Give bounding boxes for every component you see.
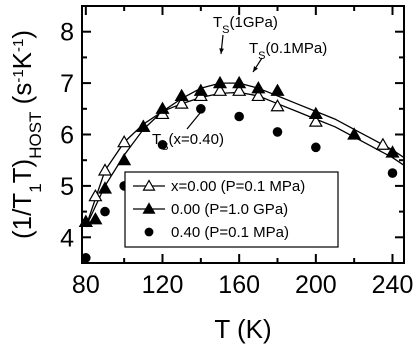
annotation-label: TS(0.1MPa) — [249, 40, 327, 62]
legend-marker — [142, 179, 156, 191]
y-tick-label: 7 — [60, 70, 74, 98]
legend-entry-label: 0.00 (P=1.0 GPa) — [171, 201, 288, 218]
data-point-series-3 — [272, 127, 283, 137]
y-tick-label: 4 — [60, 224, 74, 252]
x-tick-label: 160 — [218, 271, 260, 299]
data-point-series-2 — [193, 83, 208, 96]
arrow-head — [253, 66, 258, 72]
x-axis-label: T (K) — [214, 314, 271, 344]
data-point-series-2 — [97, 181, 113, 194]
y-tick-label: 6 — [60, 122, 74, 150]
data-point-series-2 — [88, 212, 103, 225]
data-point-series-1 — [308, 114, 323, 127]
legend-marker — [144, 227, 154, 237]
data-point-series-2 — [270, 83, 285, 96]
annotation-label: TS(x=0.40) — [152, 131, 224, 153]
data-point-series-3 — [311, 142, 321, 153]
data-point-series-3 — [100, 206, 110, 217]
data-point-series-2 — [347, 127, 362, 140]
data-point-series-2 — [385, 145, 400, 158]
legend-entry-label: 0.40 (P=0.1 MPa) — [171, 224, 289, 241]
y-tick-label: 5 — [60, 173, 74, 201]
y-tick-label: 8 — [60, 19, 74, 47]
arrow-head — [199, 107, 205, 113]
data-point-series-1 — [212, 83, 228, 96]
data-point-series-1 — [174, 96, 189, 109]
data-point-series-1 — [117, 135, 132, 148]
data-point-series-1 — [251, 88, 266, 102]
data-point-series-1 — [375, 137, 390, 150]
data-point-series-1 — [270, 99, 285, 112]
data-point-series-1 — [88, 188, 103, 202]
data-point-series-1 — [232, 83, 247, 96]
data-point-series-1 — [97, 163, 113, 176]
x-tick-label: 80 — [72, 271, 100, 299]
legend-entry-label: x=0.00 (P=0.1 MPa) — [171, 178, 305, 195]
data-point-series-2 — [174, 88, 189, 102]
arrow-head — [219, 48, 224, 54]
x-tick-label: 120 — [142, 271, 184, 299]
data-point-series-2 — [155, 101, 170, 114]
data-point-series-2 — [212, 75, 228, 89]
y-axis-label: (1/T1T)HOST (s-1K-1) — [7, 30, 45, 239]
data-point-series-3 — [157, 139, 168, 150]
x-tick-label: 200 — [295, 271, 337, 299]
data-point-series-2 — [232, 75, 247, 89]
data-point-series-3 — [387, 168, 398, 178]
annotation-label: TS(1GPa) — [213, 14, 278, 36]
x-tick-label: 240 — [372, 271, 414, 299]
data-point-series-2 — [136, 119, 151, 132]
data-point-series-2 — [308, 106, 323, 120]
data-point-series-3 — [81, 253, 91, 263]
data-point-series-3 — [234, 111, 244, 122]
data-point-series-2 — [117, 152, 132, 166]
fit-curve-1 — [85, 82, 405, 228]
data-point-series-2 — [251, 81, 266, 94]
legend-marker — [142, 202, 156, 214]
